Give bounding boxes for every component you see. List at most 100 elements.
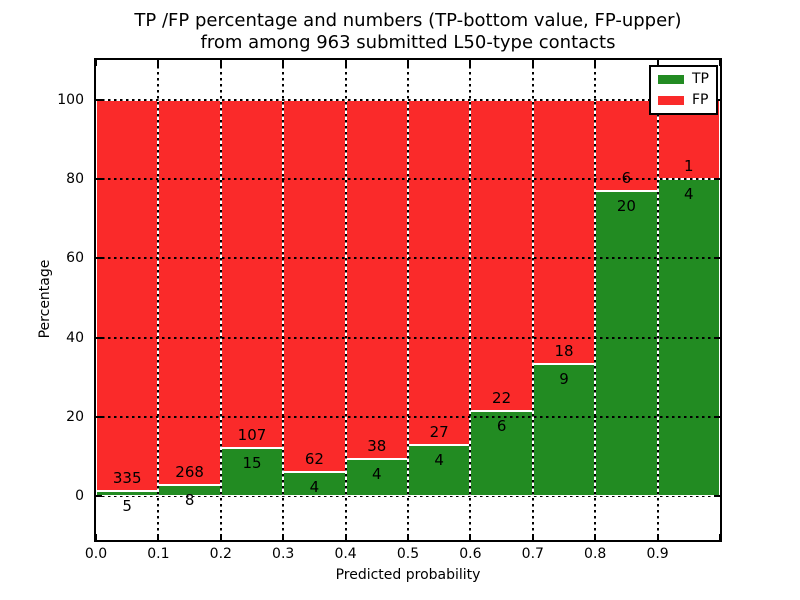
tp-count-label: 9 <box>559 370 569 389</box>
y-tick-label: 100 <box>57 91 84 108</box>
x-tick <box>719 534 721 540</box>
x-tick-top <box>282 60 285 66</box>
x-tick-top <box>594 60 597 66</box>
y-tick-right <box>714 257 720 260</box>
y-tick-right <box>714 178 720 180</box>
legend-item-fp: FP <box>658 93 709 108</box>
x-tick-label: 0.5 <box>396 546 420 562</box>
y-axis-label: Percentage <box>37 259 53 339</box>
x-tick-top <box>531 60 534 66</box>
x-tick <box>157 534 160 540</box>
bar-tp-segment <box>595 191 658 497</box>
x-tick <box>594 534 597 540</box>
y-tick-right <box>714 416 720 419</box>
x-tick-top <box>719 60 721 66</box>
legend-item-tp: TP <box>658 72 709 87</box>
x-tick-label: 0.1 <box>147 546 170 562</box>
gridline-horizontal <box>96 495 720 498</box>
gridline-vertical <box>157 60 160 540</box>
y-tick-right <box>714 495 720 498</box>
y-tick <box>96 416 102 419</box>
y-tick-label: 60 <box>66 250 84 267</box>
y-tick-label: 0 <box>75 488 84 505</box>
x-axis-label: Predicted probability <box>335 567 481 583</box>
gridline-horizontal <box>96 257 720 260</box>
fp-count-label: 6 <box>621 169 632 188</box>
chart-title: TP /FP percentage and numbers (TP-bottom… <box>88 10 728 54</box>
fp-count-label: 268 <box>175 462 204 481</box>
tp-count-label: 4 <box>309 478 320 497</box>
gridline-vertical <box>407 60 409 540</box>
x-tick-top <box>469 60 472 66</box>
y-tick-label: 80 <box>66 171 84 187</box>
y-tick <box>96 257 102 260</box>
gridline-vertical <box>656 60 659 540</box>
x-tick <box>407 534 409 540</box>
x-tick-label: 0.7 <box>521 546 544 562</box>
y-tick-label: 40 <box>66 329 84 346</box>
x-tick <box>656 534 659 540</box>
legend-label-tp: TP <box>692 71 709 87</box>
x-tick <box>344 534 347 540</box>
x-tick-label: 0.3 <box>272 546 295 562</box>
x-tick-top <box>407 60 409 66</box>
x-tick <box>282 534 285 540</box>
tp-count-label: 4 <box>434 451 444 470</box>
y-tick <box>96 178 102 180</box>
legend-label-fp: FP <box>692 92 709 108</box>
tp-count-label: 15 <box>242 453 262 472</box>
y-tick-label: 20 <box>66 409 84 426</box>
gridline-horizontal <box>96 178 720 180</box>
y-tick-right <box>714 336 720 339</box>
x-tick <box>469 534 472 540</box>
x-tick-top <box>656 60 659 66</box>
gridline-vertical <box>594 60 597 540</box>
x-tick-label: 0.4 <box>334 546 357 562</box>
fp-count-label: 335 <box>112 468 142 487</box>
x-tick <box>219 534 222 540</box>
chart-title-line-2: from among 963 submitted L50-type contac… <box>200 32 616 53</box>
x-tick-label: 0.0 <box>84 546 108 562</box>
plot-area: 335 5 268 8 107 15 62 4 38 4 27 4 22 6 18 9 6 20 1 4 TP FP <box>94 58 722 542</box>
bar-fp-segment <box>408 99 471 446</box>
x-tick-top <box>219 60 222 66</box>
bar-fp-segment <box>532 99 596 365</box>
tp-count-label: 4 <box>684 185 694 203</box>
fp-count-label: 107 <box>237 425 267 444</box>
chart-title-line-1: TP /FP percentage and numbers (TP-bottom… <box>134 10 682 31</box>
x-tick-label: 0.2 <box>209 546 232 562</box>
bar-fp-segment <box>96 99 159 491</box>
bar-fp-segment <box>470 99 533 412</box>
tp-count-label: 5 <box>122 496 132 515</box>
fp-count-label: 18 <box>554 342 574 361</box>
x-tick-label: 0.9 <box>646 546 669 562</box>
y-tick <box>96 495 102 498</box>
gridline-horizontal <box>96 336 720 339</box>
legend: TP FP <box>649 65 718 115</box>
x-tick-top <box>95 60 97 66</box>
gridline-vertical <box>219 60 222 540</box>
legend-swatch-fp <box>658 96 684 105</box>
x-tick-label: 0.8 <box>584 546 607 562</box>
tp-count-label: 6 <box>496 417 507 436</box>
fp-count-label: 22 <box>492 389 512 408</box>
x-tick <box>531 534 534 540</box>
y-tick <box>96 98 102 101</box>
fp-count-label: 38 <box>367 436 387 455</box>
fp-count-label: 27 <box>429 423 449 442</box>
y-tick <box>96 336 102 339</box>
tp-count-label: 8 <box>184 490 195 509</box>
bar-tp-segment <box>470 411 533 497</box>
gridline-horizontal <box>96 98 720 101</box>
tp-count-label: 4 <box>372 464 382 483</box>
gridline-vertical <box>469 60 472 540</box>
bar-fp-segment <box>220 99 284 448</box>
gridline-vertical <box>344 60 347 540</box>
gridline-vertical <box>282 60 285 540</box>
x-tick-top <box>157 60 160 66</box>
legend-swatch-tp <box>658 75 684 84</box>
x-tick <box>95 534 97 540</box>
fp-count-label: 1 <box>684 157 694 175</box>
x-tick-top <box>344 60 347 66</box>
